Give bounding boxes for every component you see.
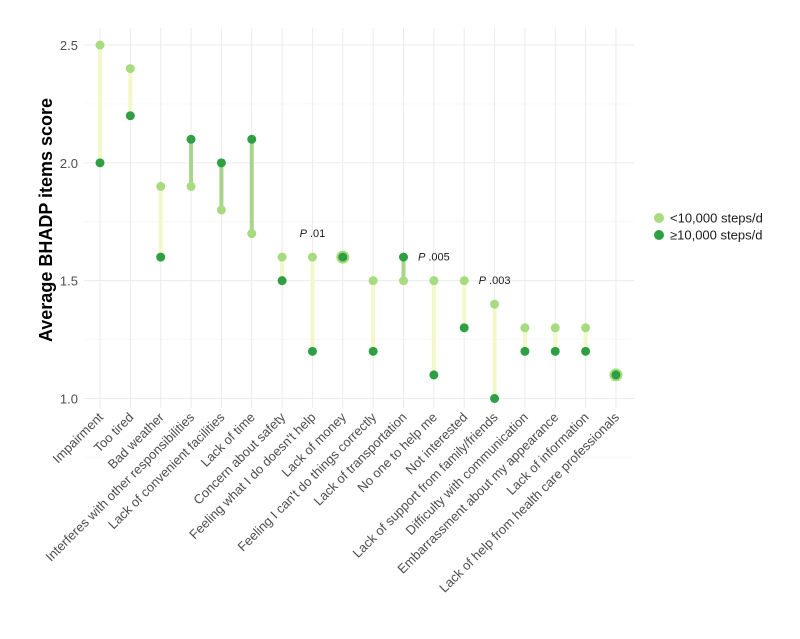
point-high-steps <box>125 111 135 121</box>
legend: <10,000 steps/d ≥10,000 steps/d <box>654 211 763 243</box>
point-low-steps <box>520 323 530 333</box>
legend-swatch <box>654 213 664 223</box>
y-tick-label: 1.5 <box>60 274 78 289</box>
y-axis-label: Average BHADP items score <box>36 98 56 342</box>
y-tick-label: 2.5 <box>60 38 78 53</box>
point-high-steps <box>611 370 621 380</box>
y-tick-label: 2.0 <box>60 156 78 171</box>
point-low-steps <box>156 181 166 191</box>
y-axis-ticks: 1.0 1.5 2.0 2.5 <box>60 38 78 407</box>
point-low-steps <box>581 323 591 333</box>
point-high-steps <box>338 252 348 262</box>
p-value-annotation: P .003 <box>479 275 511 287</box>
point-high-steps <box>247 134 257 144</box>
point-low-steps <box>125 64 135 74</box>
legend-label: <10,000 steps/d <box>670 211 763 226</box>
point-low-steps <box>429 276 439 286</box>
point-high-steps <box>550 346 560 356</box>
point-low-steps <box>95 40 105 50</box>
y-tick-label: 1.0 <box>60 392 78 407</box>
legend-label: ≥10,000 steps/d <box>670 228 762 243</box>
point-high-steps <box>368 346 378 356</box>
point-high-steps <box>581 346 591 356</box>
point-low-steps <box>368 276 378 286</box>
point-low-steps <box>186 181 196 191</box>
legend-swatch <box>654 230 664 240</box>
point-high-steps <box>490 394 500 403</box>
point-high-steps <box>307 346 317 356</box>
point-high-steps <box>399 252 408 262</box>
point-low-steps <box>307 252 317 262</box>
data-points <box>95 40 623 403</box>
point-high-steps <box>277 276 287 286</box>
p-value-annotation: P .01 <box>300 228 326 240</box>
point-low-steps <box>399 276 408 286</box>
point-low-steps <box>247 229 257 239</box>
point-high-steps <box>186 134 196 144</box>
point-high-steps <box>95 158 105 168</box>
point-high-steps <box>520 346 530 356</box>
annotations: P .01 P .005 P .003 <box>300 228 511 287</box>
p-value-annotation: P .005 <box>418 252 450 264</box>
point-low-steps <box>550 323 560 333</box>
point-high-steps <box>216 158 226 168</box>
point-high-steps <box>459 323 469 333</box>
point-high-steps <box>429 370 439 380</box>
point-low-steps <box>216 205 226 215</box>
point-low-steps <box>277 252 287 262</box>
point-low-steps <box>490 299 500 309</box>
point-high-steps <box>156 252 166 262</box>
point-low-steps <box>459 276 469 286</box>
grid <box>84 28 634 458</box>
